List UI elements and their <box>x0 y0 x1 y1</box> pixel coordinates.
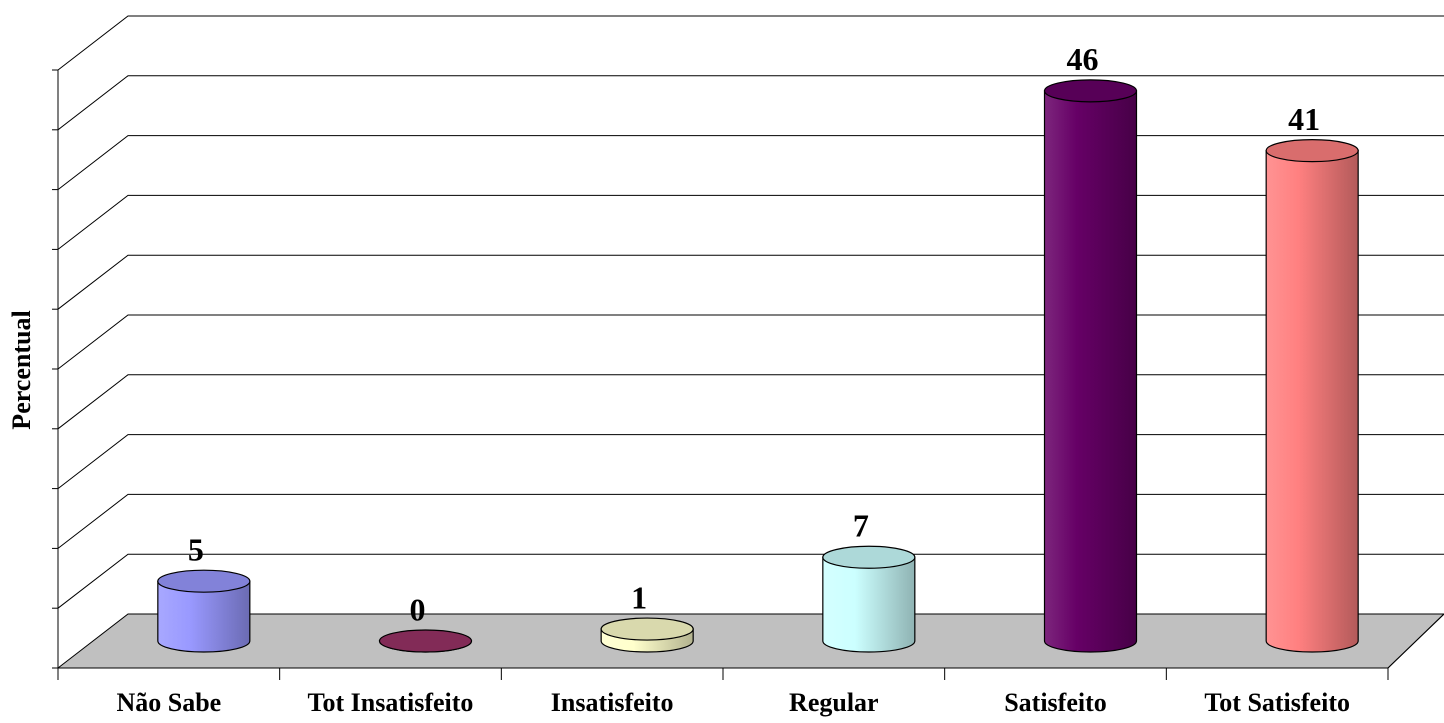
bar <box>1043 79 1138 653</box>
x-tick-label: Regular <box>789 688 879 717</box>
y-axis-title: Percentual <box>7 310 36 429</box>
x-tick-label: Tot Satisfeito <box>1204 688 1350 717</box>
data-label: 46 <box>1067 41 1099 77</box>
grid-line <box>57 314 1444 370</box>
x-tick-label: Insatisfeito <box>551 688 674 717</box>
bar-top <box>1043 79 1138 103</box>
grid-line <box>57 493 1444 549</box>
grid-line <box>57 374 1444 430</box>
x-tick-label: Tot Insatisfeito <box>308 688 474 717</box>
data-label: 0 <box>410 591 426 627</box>
data-label: 1 <box>631 579 647 615</box>
x-tick-label: Satisfeito <box>1004 688 1107 717</box>
bar-body <box>1043 90 1138 653</box>
grid-line <box>57 15 1444 71</box>
grid-line <box>57 254 1444 310</box>
grid-line <box>57 553 1444 609</box>
bar-top <box>157 569 251 593</box>
bar-top <box>822 545 916 569</box>
grid-line <box>57 194 1444 250</box>
bar <box>1265 139 1359 653</box>
bar-top <box>600 617 694 641</box>
bar <box>157 569 251 653</box>
data-label: 41 <box>1288 101 1320 137</box>
floor <box>56 613 1444 669</box>
bar <box>822 545 916 653</box>
bar <box>378 629 473 653</box>
bar-body <box>1265 150 1359 653</box>
data-label: 5 <box>188 532 204 568</box>
grid-line <box>57 434 1444 489</box>
bar-body <box>822 556 916 653</box>
data-label: 7 <box>853 508 869 544</box>
bar-top <box>378 629 473 653</box>
grid-line <box>57 135 1444 190</box>
x-tick-label: Não Sabe <box>116 688 221 717</box>
bar-top <box>1265 139 1359 163</box>
bar-body <box>157 580 251 653</box>
bar <box>600 617 694 653</box>
grid-line <box>57 75 1444 131</box>
floor-edge <box>1387 613 1444 669</box>
